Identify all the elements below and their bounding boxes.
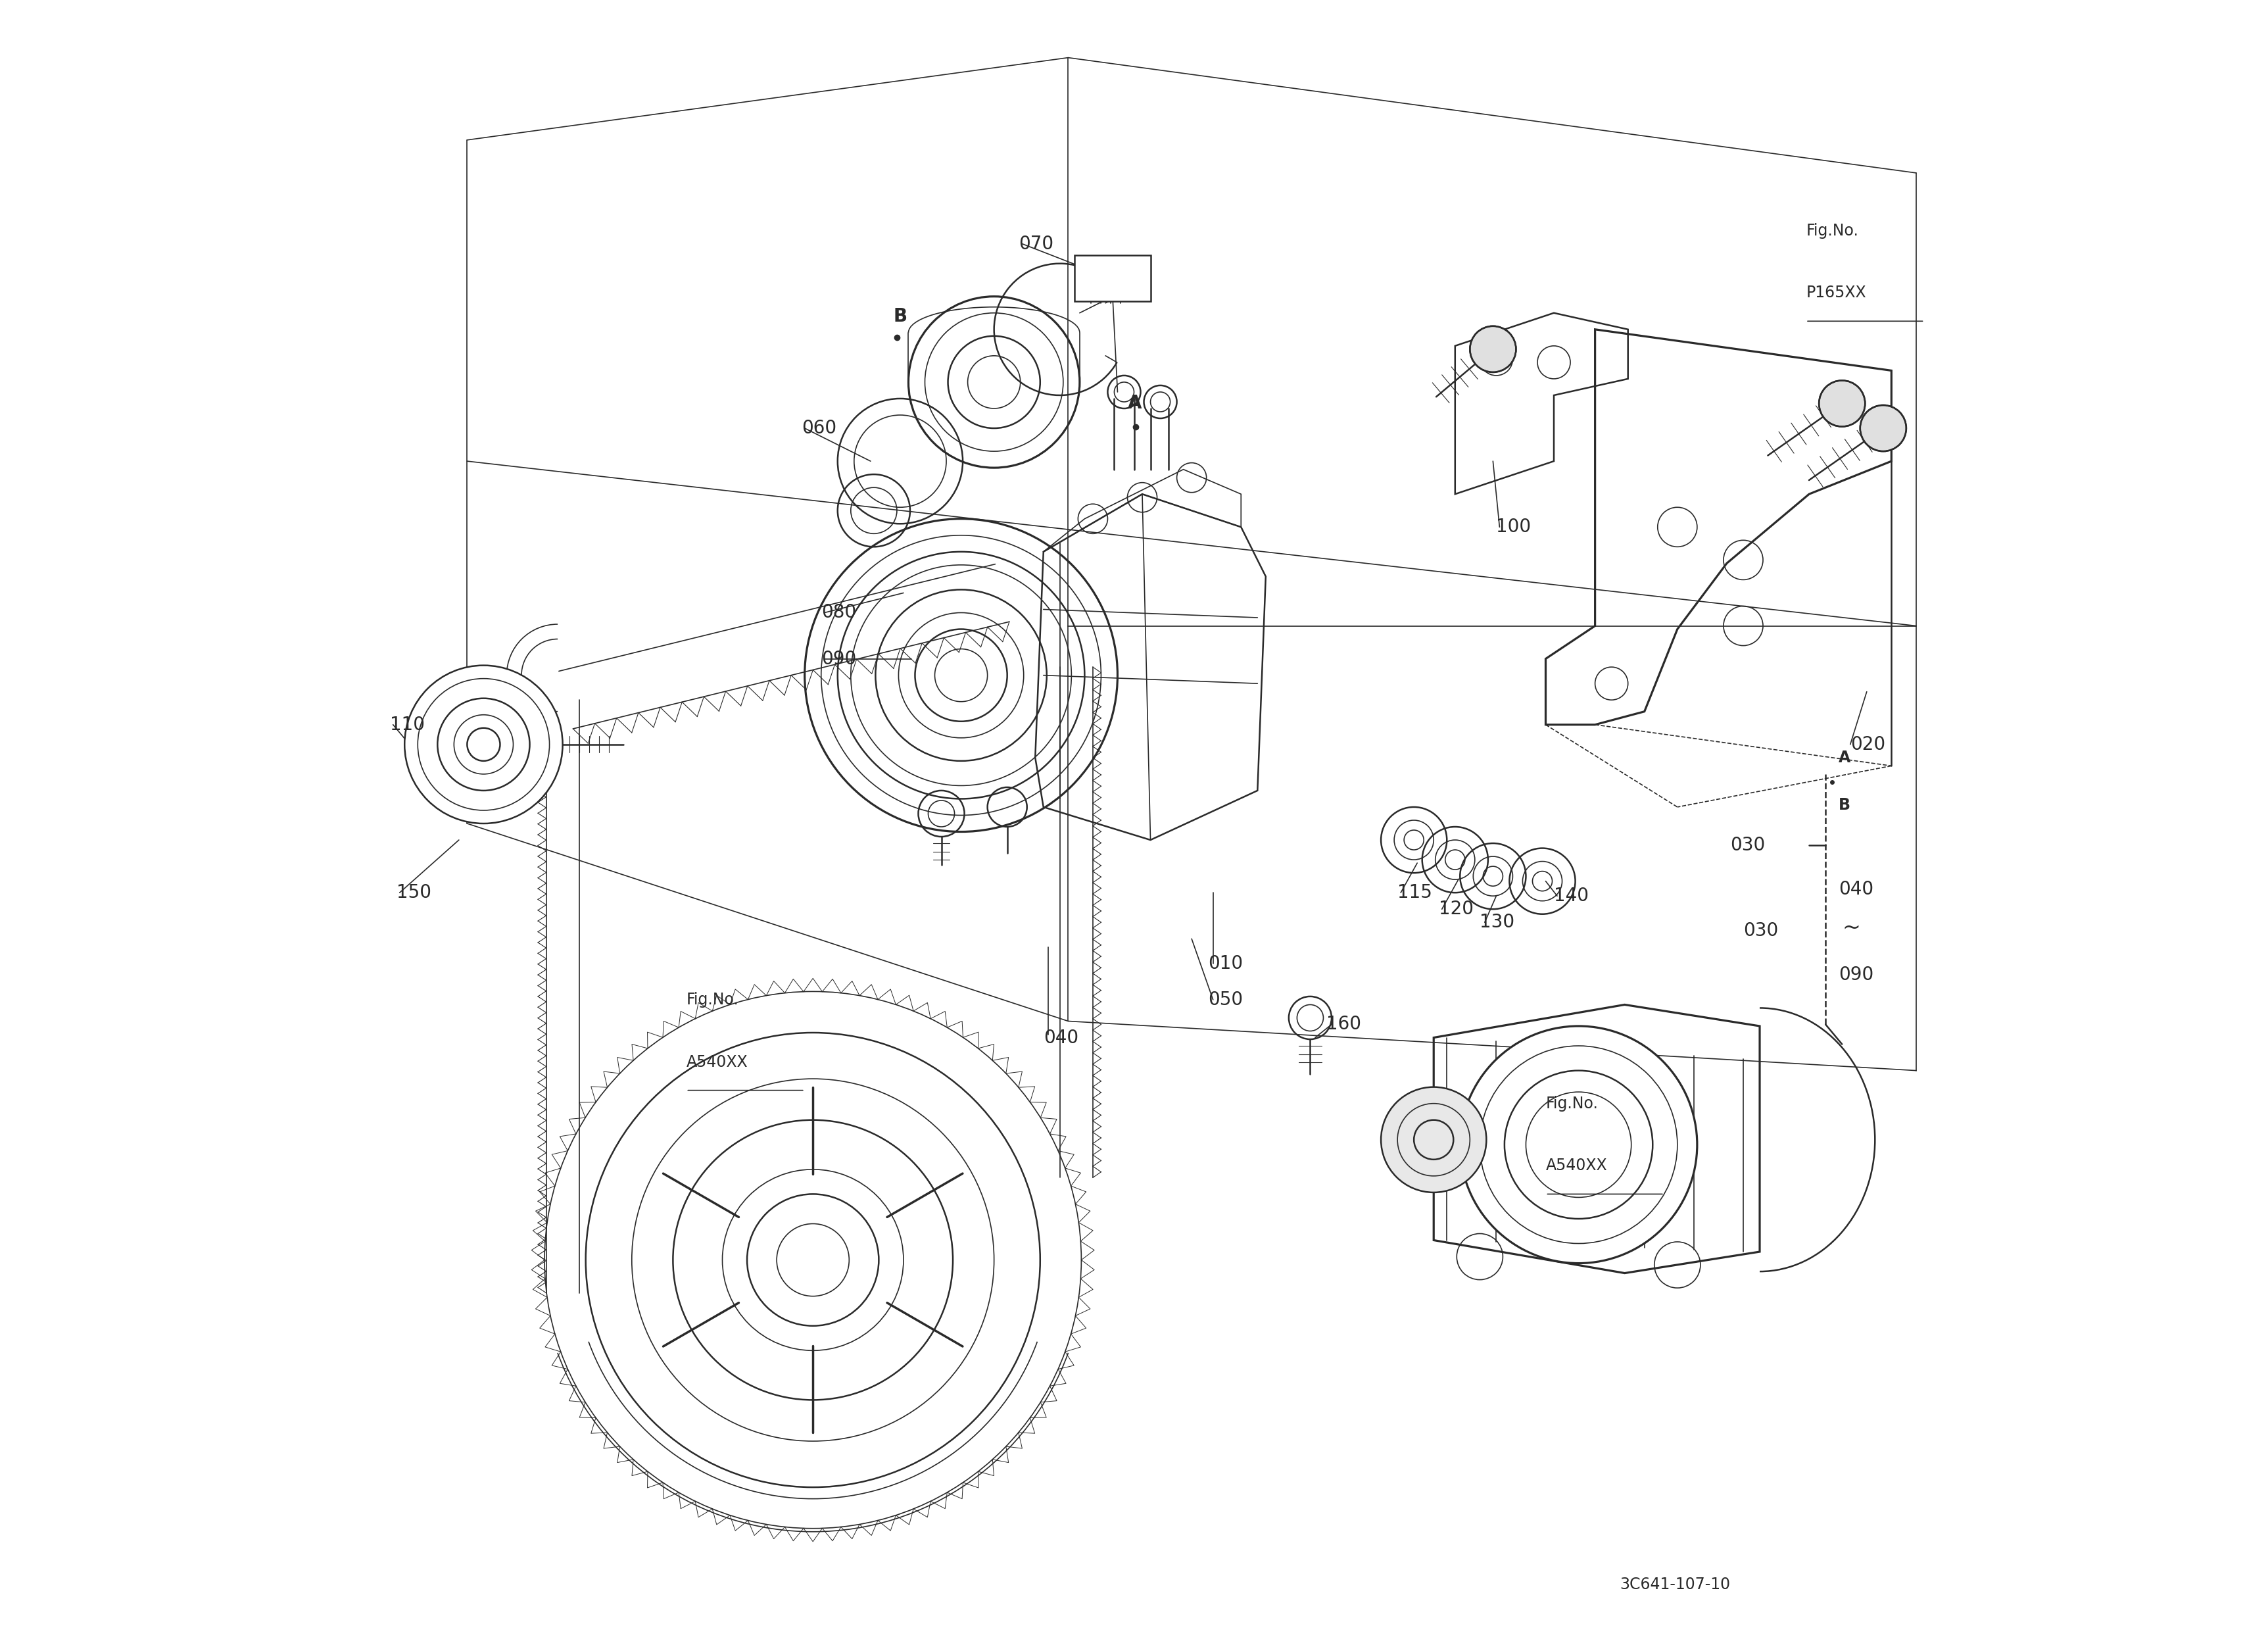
Circle shape	[1819, 380, 1864, 427]
Text: 080: 080	[821, 603, 855, 623]
Circle shape	[1470, 326, 1515, 372]
Text: A: A	[1839, 749, 1851, 766]
Text: 020: 020	[1851, 735, 1885, 754]
Text: Fig.No.: Fig.No.	[1547, 1095, 1599, 1112]
Text: 100: 100	[1497, 517, 1531, 537]
Text: 160: 160	[1327, 1015, 1361, 1034]
Text: 030: 030	[1744, 921, 1778, 940]
Circle shape	[404, 665, 562, 823]
Text: B: B	[1839, 797, 1851, 814]
Text: ~: ~	[1842, 916, 1860, 939]
Text: 150: 150	[397, 883, 431, 903]
Text: 090: 090	[821, 649, 855, 669]
Text: 060: 060	[801, 418, 837, 438]
Text: A540XX: A540XX	[687, 1054, 748, 1071]
Circle shape	[1381, 1087, 1486, 1192]
Text: 3C641-107-10: 3C641-107-10	[1619, 1576, 1730, 1593]
Text: A: A	[1127, 394, 1141, 413]
Circle shape	[1461, 1026, 1696, 1263]
Text: Fig.No.: Fig.No.	[1805, 222, 1857, 239]
Text: 040: 040	[1043, 1028, 1077, 1047]
Text: 010: 010	[1209, 954, 1243, 973]
Text: 040: 040	[1839, 879, 1873, 899]
Text: 140: 140	[1554, 886, 1588, 906]
Text: Fig.No.: Fig.No.	[687, 991, 739, 1008]
Text: 130: 130	[1479, 912, 1515, 932]
Text: 090: 090	[1839, 965, 1873, 985]
Text: P165XX: P165XX	[1805, 285, 1867, 301]
Text: 120: 120	[1438, 899, 1474, 919]
Text: B: B	[894, 306, 907, 326]
Text: 050: 050	[1209, 990, 1243, 1010]
Text: 030: 030	[1730, 835, 1765, 855]
Text: 110: 110	[390, 715, 424, 735]
Text: 070: 070	[1018, 234, 1055, 254]
Text: 115: 115	[1397, 883, 1431, 903]
FancyBboxPatch shape	[1075, 255, 1150, 301]
Circle shape	[1860, 405, 1905, 451]
Text: A540XX: A540XX	[1547, 1158, 1608, 1174]
